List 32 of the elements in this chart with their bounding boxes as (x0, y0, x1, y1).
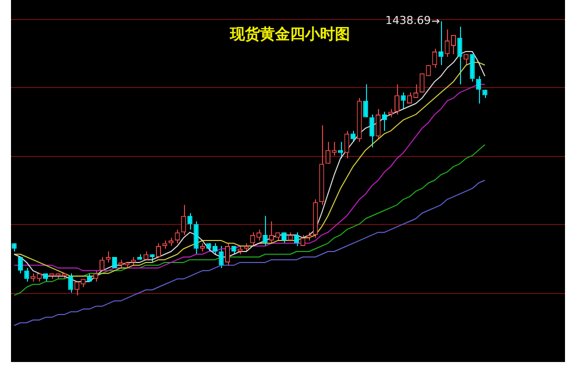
candlestick (156, 242, 162, 258)
candlestick (432, 48, 438, 68)
candlestick (325, 141, 330, 164)
candlestick (457, 26, 462, 85)
candlestick (400, 92, 406, 110)
candlestick (350, 130, 356, 142)
candlestick (344, 130, 350, 159)
candlestick (382, 111, 387, 132)
candlestick (18, 256, 23, 274)
candlestick (376, 108, 381, 140)
candlestick (332, 141, 337, 156)
candlestick (363, 84, 368, 118)
candlestick (74, 281, 80, 296)
candlestick (24, 267, 30, 282)
candlestick (476, 76, 482, 104)
candlestick (369, 114, 374, 148)
candlestick (438, 20, 444, 66)
candlestick (225, 242, 230, 266)
annotation: 1438.69 (385, 14, 431, 28)
candlestick (194, 220, 199, 255)
chart-title: 现货黄金四小时图 (229, 24, 350, 43)
candlestick (187, 212, 192, 230)
candlestick (181, 204, 186, 236)
candlestick (68, 272, 74, 294)
candlestick (338, 141, 344, 159)
candlestick (99, 256, 105, 272)
candlestick (394, 84, 400, 115)
candlestick (218, 246, 224, 268)
candlestick (470, 54, 475, 82)
candlestick (262, 215, 268, 247)
candlestick (93, 270, 98, 282)
candlestick (294, 232, 300, 247)
